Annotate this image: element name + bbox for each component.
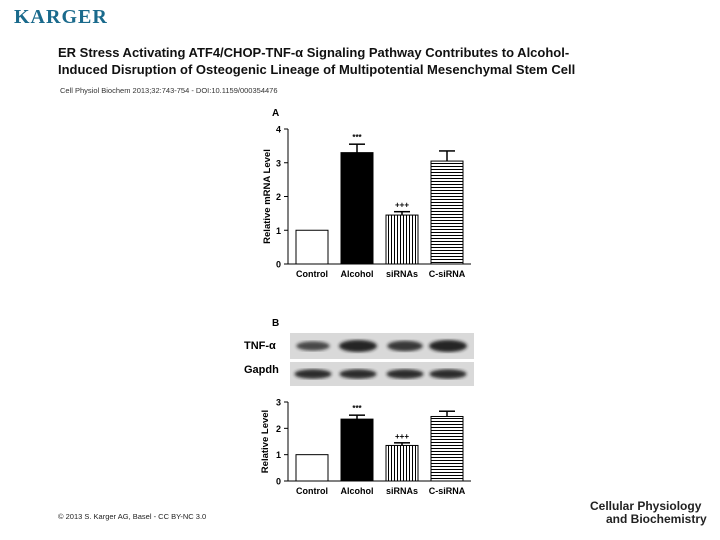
chart-b: 0 1 2 3 Relative Level Control *** Alcohol +++ si…: [260, 398, 471, 496]
journal-logo: Cellular Physiology and Biochemistry: [590, 500, 715, 526]
copyright-notice: © 2013 S. Karger AG, Basel - CC BY-NC 3.…: [58, 512, 207, 521]
x-tick-label: C-siRNA: [429, 486, 466, 496]
y-tick-label: 2: [276, 424, 281, 434]
x-tick-label: Alcohol: [341, 486, 374, 496]
y-tick-label: 0: [276, 477, 281, 487]
x-tick-label: C-siRNA: [429, 269, 466, 279]
blot-band: [294, 369, 332, 379]
x-tick-label: siRNAs: [386, 269, 418, 279]
x-tick-label: siRNAs: [386, 486, 418, 496]
y-tick-label: 3: [276, 158, 281, 168]
y-tick-label: 1: [276, 226, 281, 236]
panel-label-b: B: [272, 318, 279, 329]
blot-label-tnf: TNF-α: [244, 340, 276, 352]
bar-alcohol: [340, 418, 374, 482]
blot-band: [429, 369, 467, 379]
bar-alcohol: [340, 152, 374, 265]
y-tick-label: 4: [276, 125, 281, 135]
x-tick-label: Control: [296, 486, 328, 496]
y-tick-label: 3: [276, 398, 281, 408]
chart-a: 0 1 2 3 4 Relative mRNA Level Control *** Alcoho…: [262, 125, 471, 279]
y-axis-label: Relative mRNA Level: [262, 149, 273, 244]
x-tick-label: Alcohol: [341, 269, 374, 279]
panel-label-a: A: [272, 108, 279, 119]
y-tick-label: 2: [276, 192, 281, 202]
significance-mark: ***: [352, 404, 362, 413]
blot-band: [386, 369, 424, 379]
slide-title: ER Stress Activating ATF4/CHOP-TNF-α Sig…: [58, 44, 658, 78]
journal-line-1: Cellular Physiology: [590, 499, 702, 513]
karger-logo: KARGER: [14, 6, 108, 28]
blot-band: [339, 369, 377, 379]
bar-sirnas: [385, 444, 419, 482]
y-axis-label: Relative Level: [260, 410, 271, 473]
blot-band: [429, 340, 467, 352]
bar-c-sirna: [430, 415, 464, 482]
blot-band: [296, 341, 330, 351]
significance-mark: +++: [395, 201, 409, 210]
citation: Cell Physiol Biochem 2013;32:743-754 - D…: [60, 86, 278, 95]
significance-mark: ***: [352, 133, 362, 142]
blot-band: [339, 340, 377, 352]
western-blot: TNF-α Gapdh: [244, 333, 474, 386]
x-tick-label: Control: [296, 269, 328, 279]
title-line-1: ER Stress Activating ATF4/CHOP-TNF-α Sig…: [58, 45, 570, 60]
blot-band: [387, 340, 423, 352]
bar-sirnas: [385, 214, 419, 265]
significance-mark: +++: [395, 432, 409, 441]
bar-control: [295, 229, 329, 265]
y-tick-label: 1: [276, 450, 281, 460]
journal-line-2: and Biochemistry: [606, 512, 707, 526]
bar-c-sirna: [430, 160, 464, 265]
y-tick-label: 0: [276, 260, 281, 270]
bar-control: [295, 454, 329, 482]
blot-label-gapdh: Gapdh: [244, 364, 279, 376]
title-line-2: Induced Disruption of Osteogenic Lineage…: [58, 62, 576, 77]
